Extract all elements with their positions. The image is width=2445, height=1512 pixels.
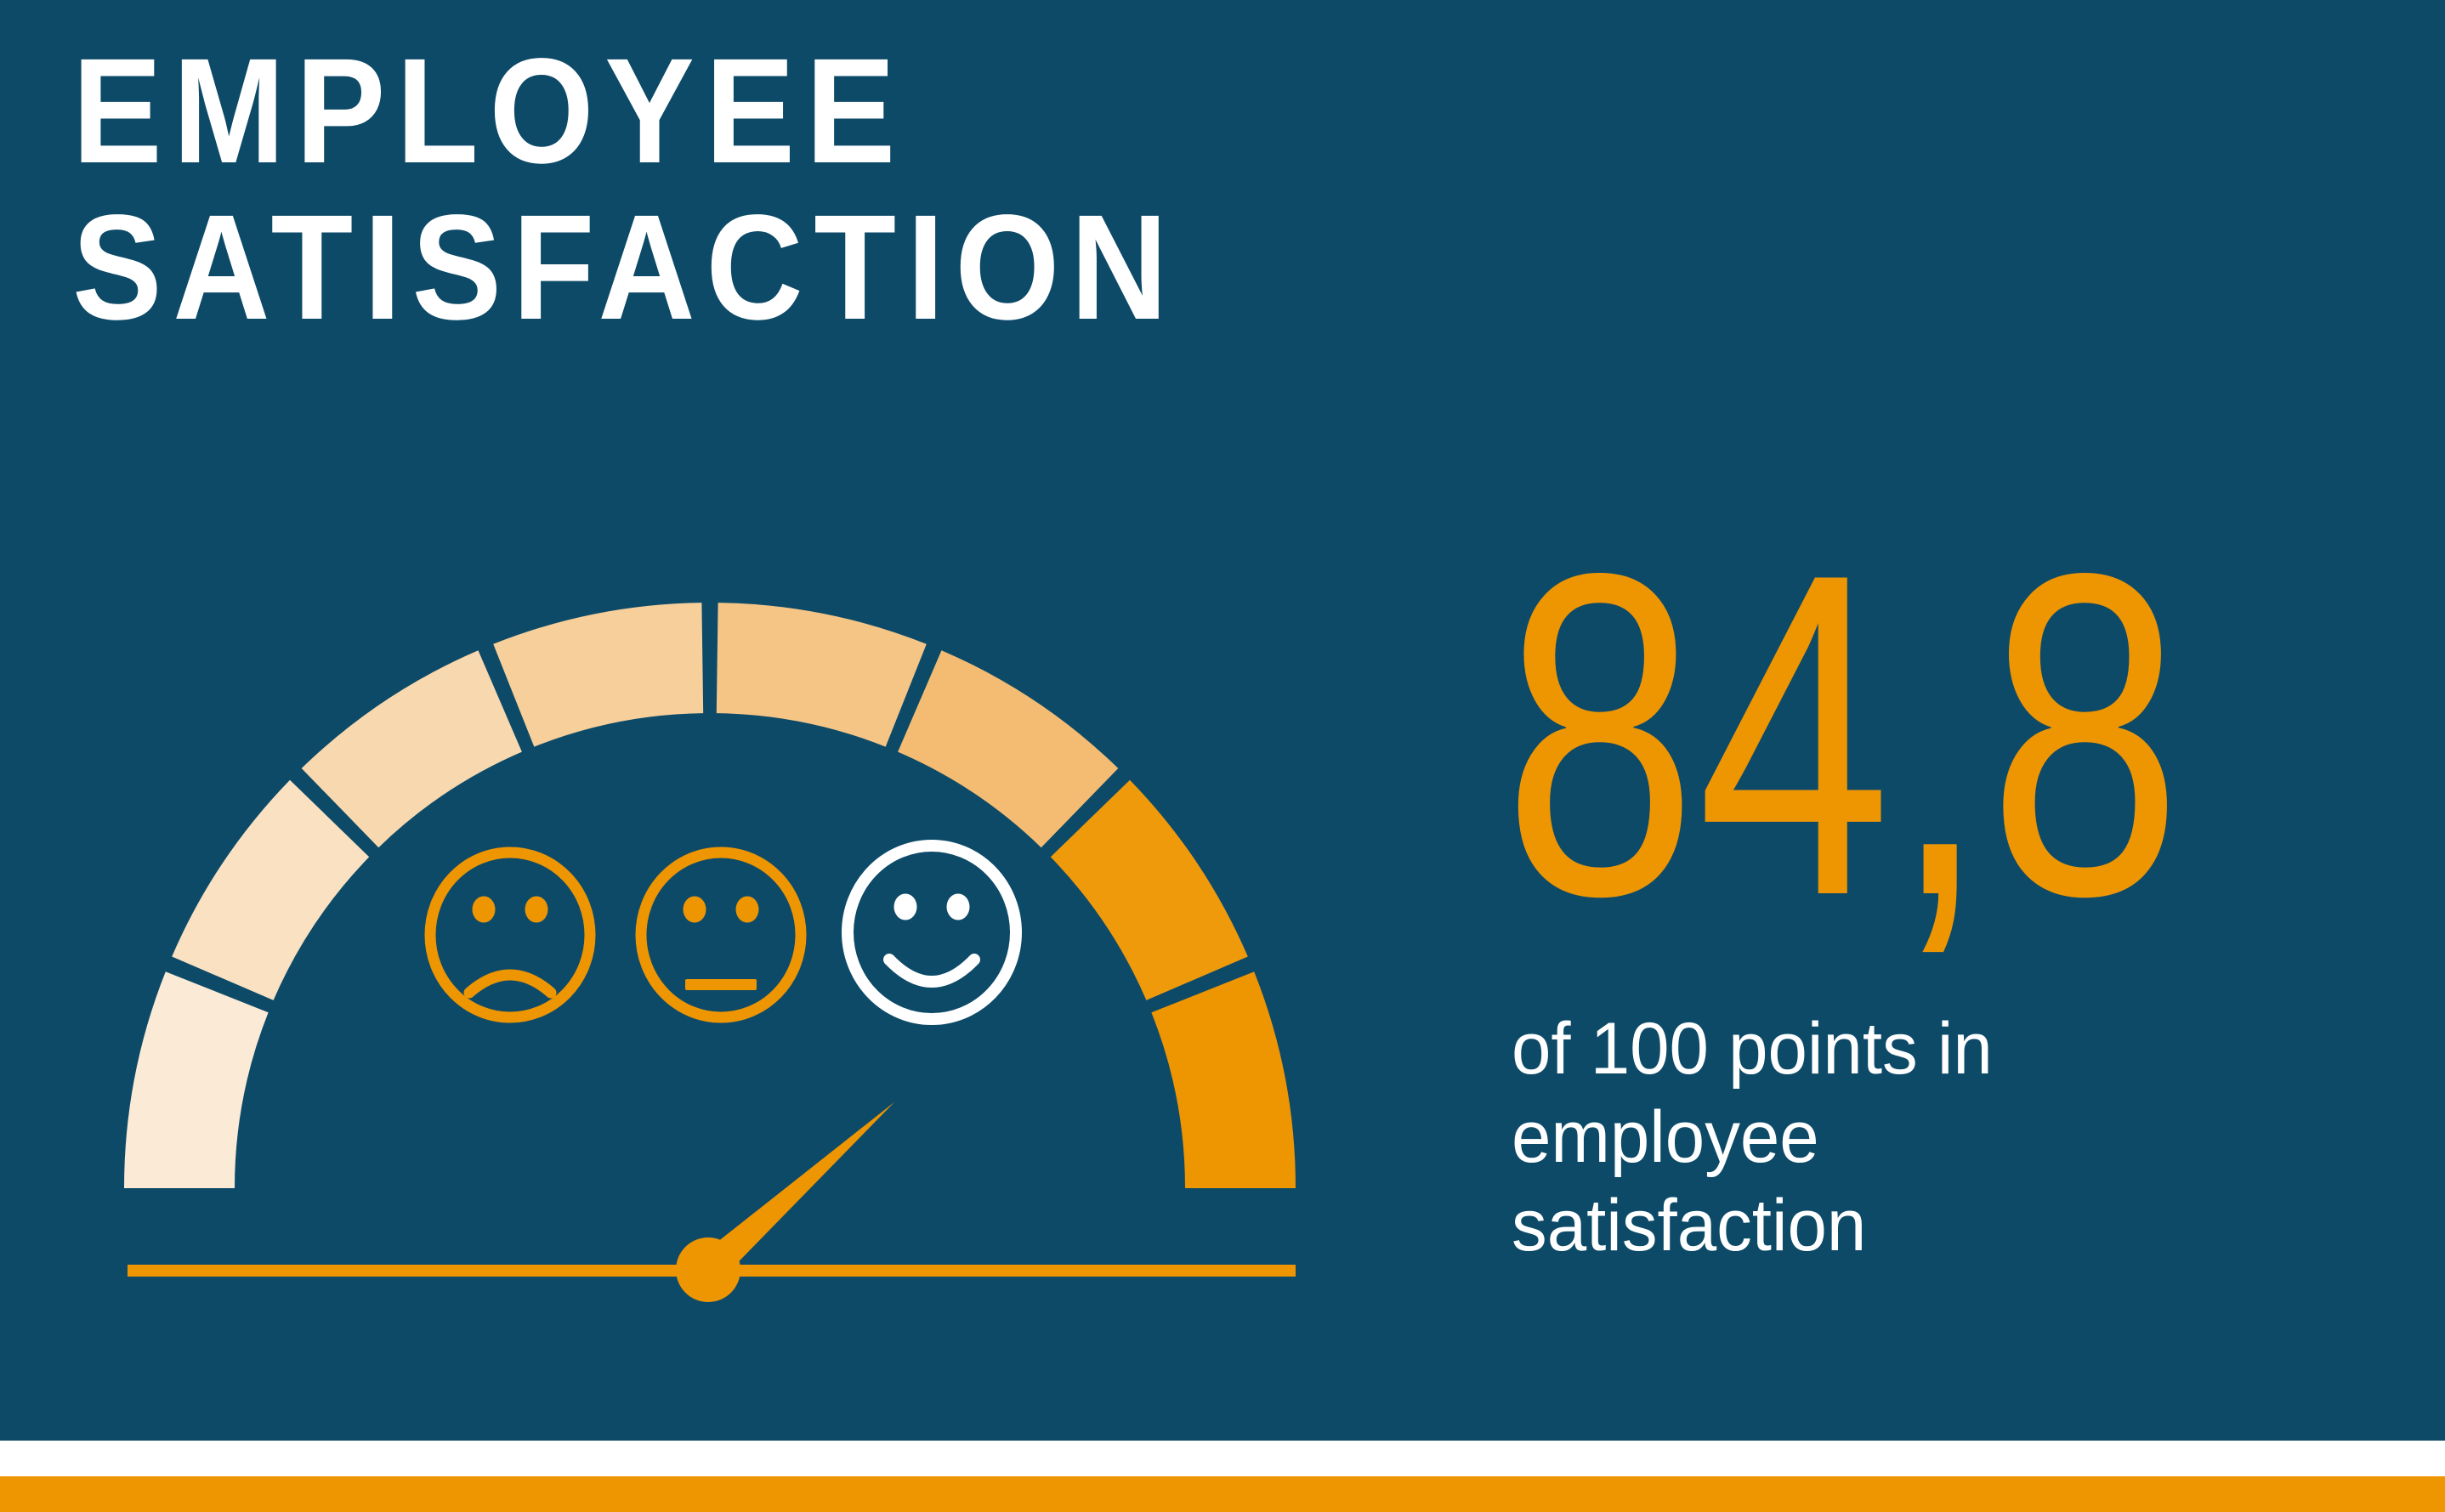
- page-title: EMPLOYEE SATISFACTION: [72, 33, 1178, 346]
- gauge-segment: [493, 603, 704, 747]
- happy-face-icon-mouth: [883, 954, 980, 988]
- needle-hub: [676, 1237, 740, 1302]
- footer-orange-band: [0, 1476, 2445, 1512]
- footer-white-band: [0, 1441, 2445, 1476]
- metric-caption-line: employee: [1512, 1096, 1819, 1178]
- metric-value: 84,8: [1503, 479, 2182, 991]
- sad-face-icon-eye: [472, 896, 496, 923]
- neutral-face-icon-eye: [735, 896, 759, 923]
- sad-face-icon-eye: [525, 896, 548, 923]
- gauge-segment: [123, 971, 269, 1188]
- happy-face-icon-eye: [946, 893, 970, 920]
- satisfaction-gauge: [123, 603, 1296, 1302]
- gauge-chart: [123, 603, 1296, 1302]
- happy-face-icon: [842, 840, 1022, 1025]
- gauge-segment: [301, 650, 522, 848]
- happy-face-icon-eye: [893, 893, 917, 920]
- gauge-segment: [172, 779, 370, 1000]
- page-title-line1: EMPLOYEE: [72, 28, 906, 195]
- gauge-needle: [697, 1101, 895, 1283]
- neutral-face-icon-mouth: [685, 979, 757, 990]
- gauge-segment: [716, 603, 927, 747]
- neutral-face-icon-eye: [683, 896, 706, 923]
- neutral-face-icon: [635, 847, 807, 1023]
- gauge-segment: [1050, 779, 1248, 1000]
- gauge-segment: [1151, 971, 1296, 1188]
- sad-face-icon: [424, 847, 596, 1023]
- metric-caption: of 100 points in employee satisfaction: [1512, 1005, 1993, 1270]
- metric-caption-line: of 100 points in: [1512, 1008, 1993, 1090]
- page-title-line2: SATISFACTION: [72, 184, 1179, 351]
- metric-caption-line: satisfaction: [1512, 1185, 1867, 1266]
- sad-face-icon-mouth: [463, 969, 557, 999]
- gauge-segment: [898, 650, 1119, 848]
